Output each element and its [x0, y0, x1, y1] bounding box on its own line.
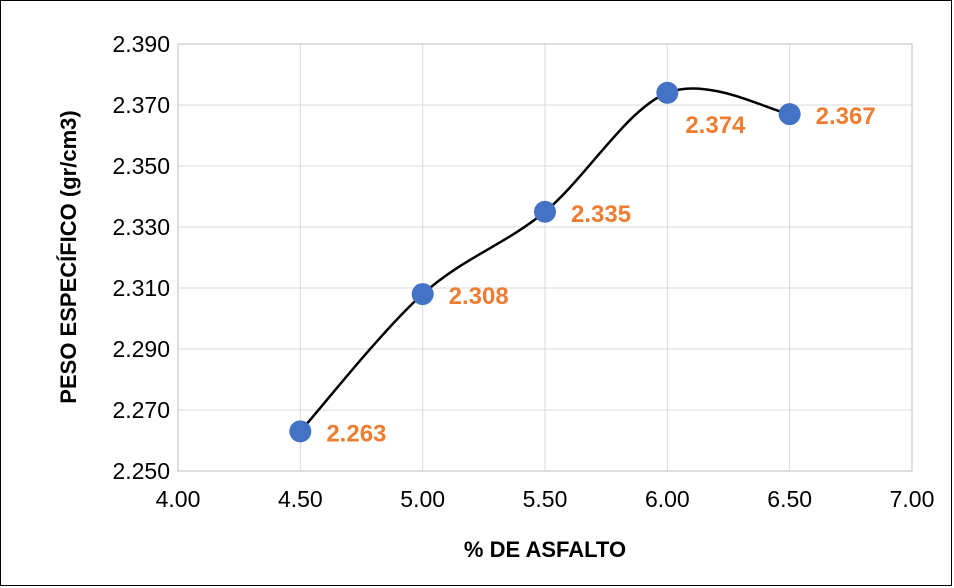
data-point [289, 420, 312, 443]
y-tick-label: 2.290 [112, 336, 170, 362]
data-label: 2.374 [685, 112, 746, 139]
y-tick-label: 2.330 [112, 214, 170, 240]
x-axis-title: % DE ASFALTO [464, 537, 626, 562]
data-label: 2.308 [449, 283, 509, 310]
data-point [656, 81, 679, 104]
x-tick-label: 6.00 [645, 486, 690, 512]
x-tick-label: 5.50 [523, 486, 568, 512]
y-axis-title: PESO ESPECÍFICO (gr/cm3) [56, 110, 81, 403]
y-tick-label: 2.270 [112, 397, 170, 423]
data-point [778, 103, 801, 126]
y-tick-label: 2.350 [112, 153, 170, 179]
x-tick-label: 6.50 [767, 486, 812, 512]
data-point [534, 200, 556, 223]
x-tick-label: 4.00 [156, 486, 201, 512]
y-tick-label: 2.390 [112, 31, 170, 57]
x-tick-label: 7.00 [890, 486, 935, 512]
data-point [411, 283, 434, 306]
y-tick-label: 2.250 [112, 458, 170, 484]
plot-area-border [177, 43, 913, 472]
data-markers [289, 81, 801, 443]
x-tick-label: 4.50 [278, 486, 323, 512]
data-label: 2.263 [326, 420, 386, 447]
y-tick-label: 2.370 [112, 92, 170, 118]
grid-layer [177, 43, 913, 472]
data-labels: 2.263 2.308 2.335 2.374 2.367 [326, 103, 875, 447]
x-axis-ticks: 4.00 4.50 5.00 5.50 6.00 6.50 7.00 [156, 486, 935, 512]
data-label: 2.367 [816, 103, 876, 130]
y-axis-ticks: 2.250 2.270 2.290 2.310 2.330 2.350 2.370 2.390 [112, 31, 170, 484]
data-label: 2.335 [571, 201, 631, 228]
y-tick-label: 2.310 [112, 275, 170, 301]
x-tick-label: 5.00 [400, 486, 445, 512]
